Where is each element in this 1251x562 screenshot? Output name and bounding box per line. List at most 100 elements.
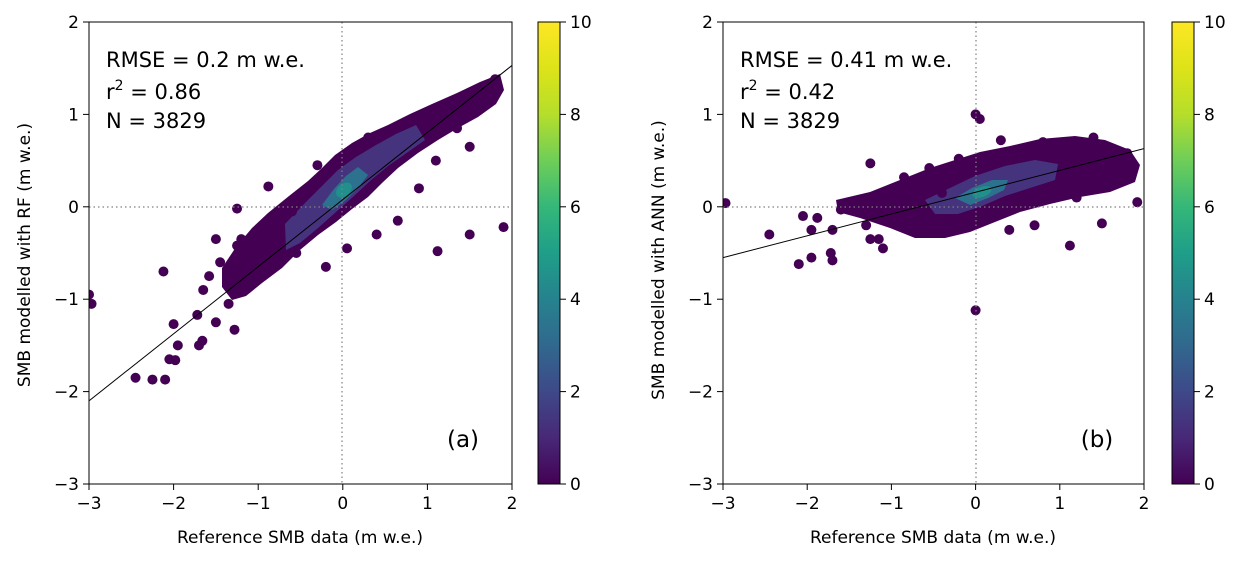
panel-a-y-tick-label: 2: [68, 13, 79, 33]
panel-b-point: [1037, 137, 1048, 148]
panel-b-point: [873, 234, 884, 245]
panel-a-point: [229, 324, 240, 335]
panel-a-rmse-text: RMSE = 0.2 m w.e.: [106, 48, 305, 72]
panel-b-x-tick-label: −3: [710, 494, 735, 514]
panel-a-label: (a): [447, 427, 479, 453]
panel-a-point: [342, 243, 353, 254]
panel-a-point: [236, 234, 247, 245]
panel-b-scatter: −3 −2 −1 0 1 2 −3 −2 −1 0 1 2 RMSE = 0.41 m w.e. r…: [649, 13, 1226, 548]
panel-a-point: [464, 141, 475, 152]
panel-b-point: [1029, 220, 1040, 231]
panel-b-point: [797, 211, 808, 222]
panel-b-label: (b): [1081, 427, 1114, 453]
panel-b-point: [1071, 192, 1082, 203]
panel-a-point: [363, 132, 374, 143]
panel-b-fit-line: [723, 148, 1144, 259]
panel-a-point: [89, 289, 94, 300]
panel-a-colorbar-tick-label: 8: [570, 105, 581, 125]
panel-a-fit-line: [89, 65, 512, 402]
panel-b-point: [764, 229, 775, 240]
panel-a-point: [287, 206, 298, 217]
panel-b-point: [894, 211, 905, 222]
panel-b-x-tick-label: 0: [970, 494, 981, 514]
panel-a-y-tick-label: −3: [54, 475, 79, 495]
panel-b-point: [1132, 197, 1143, 208]
panel-a-point: [172, 340, 183, 351]
panel-a-colorbar-tick-label: 4: [570, 290, 581, 310]
panel-b-y-tick-label: −2: [688, 383, 713, 403]
panel-a-point: [261, 252, 272, 263]
panel-a-point: [130, 372, 141, 383]
panel-a-scatter: −3 −2 −1 0 1 2 −3 −2 −1 0 1 2 RMSE = 0.2 m w.e. r2…: [15, 13, 592, 548]
panel-a-x-tick-label: 1: [422, 494, 433, 514]
panel-a-colorbar-tick-label: 0: [570, 475, 581, 495]
panel-a-colorbar-tick-label: 2: [570, 383, 581, 403]
panel-a-y-tick-label: 0: [68, 198, 79, 218]
panel-b-point: [899, 172, 910, 183]
panel-b-point: [1117, 160, 1128, 171]
panel-b-point: [827, 224, 838, 235]
panel-a-r2-text: r2 = 0.86: [106, 78, 201, 104]
panel-b-colorbar: 0 2 4 6 8 10: [1171, 13, 1226, 495]
panel-b-point: [1004, 224, 1015, 235]
panel-b-point: [1096, 218, 1107, 229]
panel-b-point: [844, 197, 855, 208]
panel-a-y-axis-label: SMB modelled with RF (m w.e.): [15, 123, 35, 387]
panel-b-r2-text: r2 = 0.42: [740, 78, 835, 104]
panel-b-point: [1064, 240, 1075, 251]
panel-b-x-tick-label: −2: [795, 494, 820, 514]
panel-a-y-tick-label: −1: [54, 290, 79, 310]
panel-b-point: [936, 187, 947, 198]
panel-b-x-tick-label: 2: [1139, 494, 1150, 514]
panel-b-y-tick-label: 0: [702, 198, 713, 218]
panel-a-point: [464, 229, 475, 240]
panel-b-point: [1088, 132, 1099, 143]
panel-b-point: [861, 220, 872, 231]
panel-a-x-tick-label: 2: [507, 494, 518, 514]
panel-b-x-tick-label: −1: [879, 494, 904, 514]
panel-a-point-cloud: [89, 74, 509, 385]
panel-a-point: [430, 155, 441, 166]
panel-b-point: [806, 252, 817, 263]
panel-a-x-tick-label: −3: [76, 494, 101, 514]
panel-b-point: [835, 204, 846, 215]
panel-a-point: [223, 298, 234, 309]
panel-a-point: [498, 222, 509, 233]
panel-a-point: [371, 229, 382, 240]
panel-b-y-tick-label: −1: [688, 290, 713, 310]
panel-a-point: [291, 248, 302, 258]
panel-a-point: [147, 374, 158, 385]
panel-a-point: [198, 284, 209, 295]
panel-b-point: [723, 198, 731, 209]
panel-a-density-core: [336, 182, 352, 198]
panel-a-point: [452, 123, 463, 134]
panel-a-point: [210, 234, 221, 245]
panel-a-point: [204, 271, 215, 282]
panel-a-x-ticks: −3 −2 −1 0 1 2: [76, 484, 517, 514]
panel-a-x-axis-label: Reference SMB data (m w.e.): [177, 528, 423, 548]
panel-a-y-tick-label: −2: [54, 383, 79, 403]
panel-b-point: [793, 259, 804, 270]
panel-b-point: [865, 158, 876, 169]
panel-b-point: [865, 234, 876, 245]
panel-a-y-ticks: −3 −2 −1 0 1 2: [54, 13, 89, 495]
panel-b-x-tick-label: 1: [1054, 494, 1065, 514]
panel-b-point: [995, 135, 1006, 146]
panel-a-point: [320, 261, 331, 272]
panel-a-point: [168, 319, 179, 330]
panel-b-point-cloud: [723, 109, 1143, 316]
panel-a-point: [210, 317, 221, 328]
panel-b-point: [920, 224, 931, 235]
panel-b-axes-frame: [722, 21, 1145, 485]
panel-a-point: [312, 160, 323, 171]
panel-b-y-tick-label: −3: [688, 475, 713, 495]
panel-b-point: [827, 255, 838, 266]
panel-a-axes-frame: [88, 21, 513, 485]
panel-a-colorbar-tick-label: 6: [570, 198, 581, 218]
panel-b-y-ticks: −3 −2 −1 0 1 2: [688, 13, 723, 495]
panel-b-point: [1105, 150, 1116, 161]
panel-a-point: [89, 298, 97, 309]
panel-a-colorbar-gradient: [537, 21, 561, 485]
panel-b-point: [877, 243, 888, 254]
panel-a-y-tick-label: 1: [68, 105, 79, 125]
